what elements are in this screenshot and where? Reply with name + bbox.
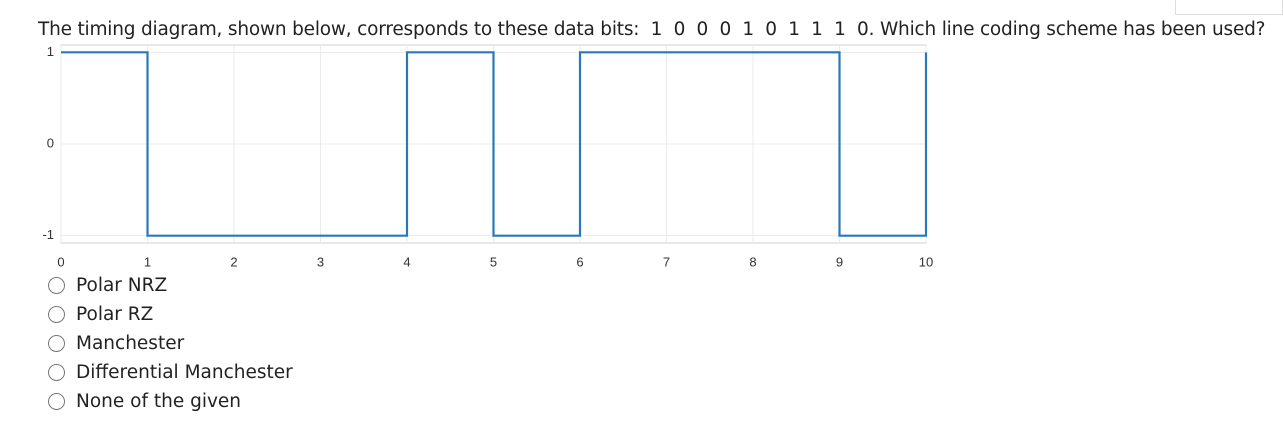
signal-line	[61, 51, 928, 237]
option[interactable]: None of the given	[48, 389, 241, 413]
y-tick-label: 0	[47, 135, 54, 150]
option-label[interactable]: Manchester	[76, 332, 185, 354]
x-tick-label: 5	[490, 254, 497, 269]
x-tick-label: 1	[144, 254, 151, 269]
question: The timing diagram, shown below, corresp…	[38, 19, 1266, 40]
radio-button[interactable]	[48, 276, 65, 294]
option[interactable]: Polar NRZ	[48, 273, 167, 297]
option-label[interactable]: Polar NRZ	[76, 274, 168, 296]
x-tick-label: 9	[836, 254, 843, 269]
x-tick-label: 10	[919, 254, 933, 269]
x-tick-label: 6	[576, 254, 583, 269]
option[interactable]: Differential Manchester	[48, 360, 293, 384]
x-tick-label: 4	[403, 254, 410, 269]
option-label[interactable]: Polar RZ	[76, 303, 154, 325]
option[interactable]: Manchester	[48, 331, 184, 355]
chart: 0 1 2 3 4 5 6 7 8 9 10-101	[42, 44, 933, 270]
radio-button[interactable]	[48, 305, 65, 323]
option-label[interactable]: None of the given	[76, 390, 242, 412]
radio-button[interactable]	[48, 334, 65, 352]
x-tick-label: 0	[57, 254, 64, 269]
radio-button[interactable]	[48, 392, 65, 410]
y-tick-label: 1	[47, 44, 54, 59]
option[interactable]: Polar RZ	[48, 302, 153, 326]
radio-button[interactable]	[48, 363, 65, 381]
x-tick-label: 8	[749, 254, 756, 269]
x-tick-label: 3	[317, 254, 324, 269]
option-label[interactable]: Differential Manchester	[76, 361, 293, 383]
y-tick-label: -1	[42, 227, 54, 242]
x-tick-label: 7	[663, 254, 670, 269]
x-tick-label: 2	[230, 254, 237, 269]
